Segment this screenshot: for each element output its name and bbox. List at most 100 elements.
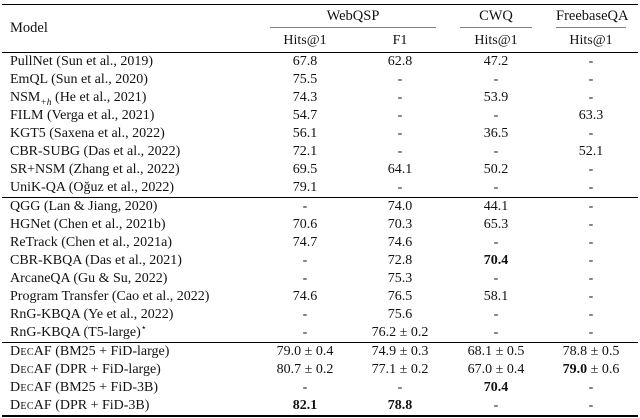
column-header-freebaseqa-hits1: Hits@1 bbox=[544, 29, 638, 53]
metric-value: 70.3 bbox=[387, 217, 413, 232]
metric-value: 68.1 ± 0.5 bbox=[448, 342, 544, 361]
metric-value: - bbox=[302, 271, 308, 286]
table-row: RnG-KBQA (T5-large)⋆ - 76.2 ± 0.2 - - bbox=[2, 324, 638, 343]
metric-value: 52.1 bbox=[578, 144, 604, 159]
metric-value: - bbox=[493, 108, 499, 123]
metric-value: 74.9 ± 0.3 bbox=[352, 342, 448, 361]
metric-value: 80.7 ± 0.2 bbox=[276, 362, 334, 377]
metric-value: - bbox=[588, 307, 594, 322]
metric-value: - bbox=[588, 72, 594, 87]
metric-value: 79.0 ± 0.6 bbox=[562, 362, 620, 377]
metric-value: - bbox=[588, 325, 594, 340]
column-header-cwq-hits1: Hits@1 bbox=[448, 29, 544, 53]
metric-value: 65.3 bbox=[483, 217, 509, 232]
metric-value: 64.1 bbox=[387, 162, 413, 177]
metric-value: 76.2 ± 0.2 bbox=[371, 325, 429, 340]
model-name: DecAF (BM25 + FiD-large) bbox=[2, 342, 258, 361]
subheader-row: Hits@1 F1 Hits@1 Hits@1 bbox=[2, 29, 638, 53]
metric-value: 47.2 bbox=[483, 54, 509, 69]
model-name: DecAF (BM25 + FiD-3B) bbox=[10, 380, 158, 395]
metric-value: 78.8 bbox=[387, 398, 413, 413]
metric-value: 69.5 bbox=[292, 162, 318, 177]
table-row: KGT5 (Saxena et al., 2022) 56.1 - 36.5 - bbox=[2, 125, 638, 143]
std-dev: ± 0.4 bbox=[492, 362, 525, 377]
table-row: ArcaneQA (Gu & Su, 2022) - 75.3 - - bbox=[2, 270, 638, 288]
table-row: DecAF (DPR + FiD-large) 80.7 ± 0.2 77.1 ± … bbox=[2, 361, 638, 379]
table-row: UniK-QA (Oğuz et al., 2022) 79.1 - - - bbox=[2, 179, 638, 198]
model-name: DecAF (DPR + FiD-3B) bbox=[10, 398, 150, 413]
table-row: NSM+h (He et al., 2021) 74.3 - 53.9 - bbox=[2, 89, 638, 108]
metric-value: - bbox=[258, 197, 352, 216]
metric-value: - bbox=[588, 380, 594, 395]
metric-value: - bbox=[588, 271, 594, 286]
metric-value: 54.7 bbox=[292, 108, 318, 123]
column-group-freebaseqa: FreebaseQA bbox=[544, 5, 638, 30]
model-name: SR+NSM (Zhang et al., 2022) bbox=[10, 162, 180, 177]
model-name: CBR-SUBG (Das et al., 2022) bbox=[10, 144, 181, 159]
metric-value: 72.1 bbox=[292, 144, 318, 159]
column-group-webqsp: WebQSP bbox=[258, 5, 448, 30]
table-row: RnG-KBQA (Ye et al., 2022) - 75.6 - - bbox=[2, 306, 638, 324]
table-row: ReTrack (Chen et al., 2021a) 74.7 74.6 - - bbox=[2, 234, 638, 252]
table-row: Program Transfer (Cao et al., 2022) 74.6 7… bbox=[2, 288, 638, 306]
metric-value: - bbox=[493, 325, 499, 340]
paper-table-page: Model WebQSP CWQ FreebaseQA Hits@1 F1 Hi… bbox=[0, 4, 640, 418]
column-header-webqsp-hits1: Hits@1 bbox=[258, 29, 352, 53]
metric-value: - bbox=[493, 235, 499, 250]
metric-value: - bbox=[493, 271, 499, 286]
metric-value: - bbox=[493, 180, 499, 195]
metric-value: - bbox=[397, 380, 403, 395]
model-name: RnG-KBQA (Ye et al., 2022) bbox=[10, 307, 174, 322]
metric-value: - bbox=[397, 144, 403, 159]
metric-value: - bbox=[397, 108, 403, 123]
metric-value: - bbox=[302, 325, 308, 340]
metric-value: - bbox=[302, 253, 308, 268]
metric-value: 74.0 bbox=[352, 197, 448, 216]
metric-value: 74.6 bbox=[292, 289, 318, 304]
metric-value: 70.4 bbox=[483, 380, 509, 395]
table-row: PullNet (Sun et al., 2019) 67.8 62.8 47.2 - bbox=[2, 53, 638, 72]
metric-value: 67.8 bbox=[292, 54, 318, 69]
model-name: DecAF (DPR + FiD-large) bbox=[10, 362, 161, 377]
metric-value: - bbox=[588, 253, 594, 268]
metric-value: - bbox=[588, 398, 594, 413]
std-dev: ± 0.2 bbox=[396, 325, 429, 340]
metric-value: 67.0 ± 0.4 bbox=[467, 362, 525, 377]
table-row: CBR-KBQA (Das et al., 2021) - 72.8 70.4 - bbox=[2, 252, 638, 270]
metric-value: - bbox=[302, 380, 308, 395]
group-header-row: Model WebQSP CWQ FreebaseQA bbox=[2, 4, 638, 53]
metric-value: - bbox=[302, 307, 308, 322]
metric-value: - bbox=[493, 307, 499, 322]
metric-value: - bbox=[588, 289, 594, 304]
metric-value: 76.5 bbox=[387, 289, 413, 304]
metric-value: 79.1 bbox=[292, 180, 318, 195]
std-dev: ± 0.2 bbox=[396, 362, 429, 377]
metric-value: 74.6 bbox=[387, 235, 413, 250]
table-row: DecAF (BM25 + FiD-large) 79.0 ± 0.4 74.9 ±… bbox=[2, 342, 638, 361]
table-row: SR+NSM (Zhang et al., 2022) 69.5 64.1 50.2 - bbox=[2, 161, 638, 179]
metric-value: - bbox=[544, 197, 638, 216]
table-row: CBR-SUBG (Das et al., 2022) 72.1 - - 52.1 bbox=[2, 143, 638, 161]
metric-value: - bbox=[588, 90, 594, 105]
metric-value: 63.3 bbox=[578, 108, 604, 123]
std-dev: ± 0.4 bbox=[301, 344, 334, 359]
model-name: EmQL (Sun et al., 2020) bbox=[10, 72, 148, 87]
metric-value: 75.5 bbox=[292, 72, 318, 87]
model-name: UniK-QA (Oğuz et al., 2022) bbox=[10, 180, 175, 195]
model-name: ReTrack (Chen et al., 2021a) bbox=[10, 235, 172, 250]
table-row: FILM (Verga et al., 2021) 54.7 - - 63.3 bbox=[2, 107, 638, 125]
metric-value: - bbox=[588, 217, 594, 232]
metric-value: - bbox=[493, 398, 499, 413]
model-name: ArcaneQA (Gu & Su, 2022) bbox=[10, 271, 168, 286]
metric-value: - bbox=[397, 180, 403, 195]
metric-value: 72.8 bbox=[387, 253, 413, 268]
metric-value: - bbox=[493, 72, 499, 87]
std-dev: ± 0.2 bbox=[301, 362, 334, 377]
metric-value: 44.1 bbox=[448, 197, 544, 216]
metric-value: 77.1 ± 0.2 bbox=[371, 362, 429, 377]
metric-value: 74.3 bbox=[292, 90, 318, 105]
model-name: HGNet (Chen et al., 2021b) bbox=[10, 217, 166, 232]
std-dev: ± 0.3 bbox=[396, 344, 429, 359]
group-label-freebaseqa: FreebaseQA bbox=[556, 8, 628, 28]
model-name: KGT5 (Saxena et al., 2022) bbox=[10, 126, 165, 141]
